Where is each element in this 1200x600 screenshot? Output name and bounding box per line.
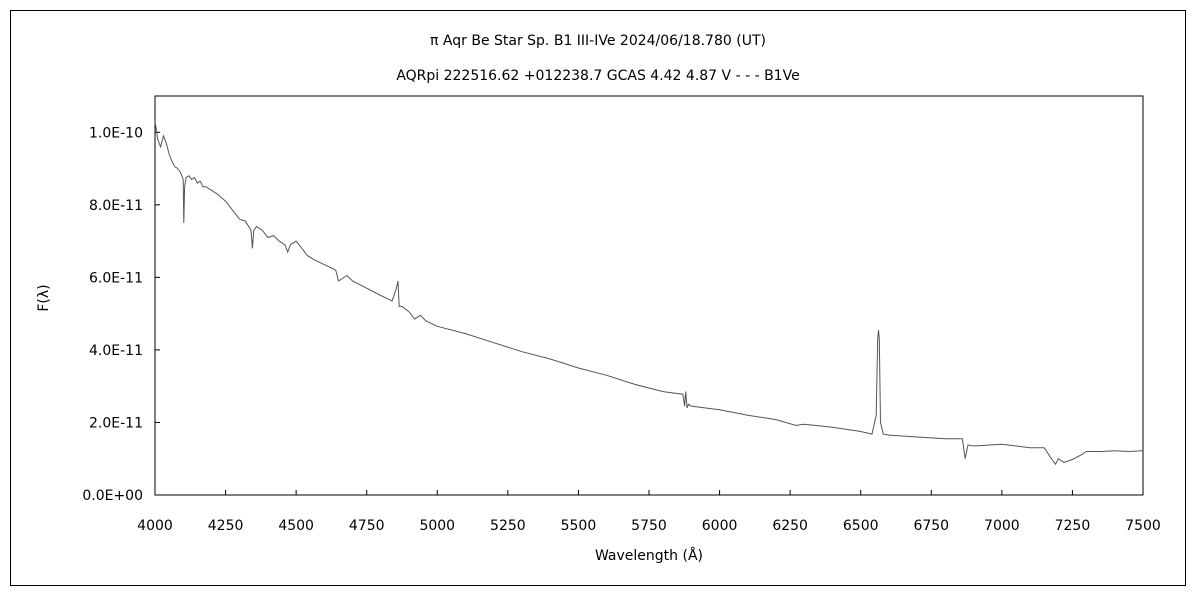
y-tick-label: 0.0E+00 [82,488,143,504]
y-tick-label: 2.0E-11 [89,415,143,431]
x-tick-label: 4250 [208,518,244,534]
x-tick-label: 5750 [631,518,667,534]
x-tick-label: 6000 [702,518,738,534]
x-tick-label: 6250 [772,518,808,534]
y-tick-label: 6.0E-11 [89,270,143,286]
chart-frame [10,10,1186,586]
y-tick-label: 1.0E-10 [89,125,143,141]
x-tick-label: 4000 [137,518,173,534]
y-tick-label: 8.0E-11 [89,198,143,214]
chart-title: π Aqr Be Star Sp. B1 III-IVe 2024/06/18.… [430,33,766,49]
x-tick-label: 7000 [984,518,1020,534]
x-tick-label: 5000 [419,518,455,534]
y-axis-title: F(λ) [36,284,52,311]
x-tick-label: 5500 [561,518,597,534]
x-axis-title: Wavelength (Å) [595,547,703,564]
x-tick-label: 4750 [349,518,385,534]
x-tick-label: 6750 [913,518,949,534]
x-tick-label: 7250 [1055,518,1091,534]
plot-area [154,95,1144,496]
x-tick-label: 5250 [490,518,526,534]
y-axis: 0.0E+00 2.0E-11 4.0E-11 6.0E-11 8.0E-11 1.0E-… [82,125,160,504]
x-tick-label: 4500 [278,518,314,534]
x-axis: 4000 4250 4500 4750 5000 5250 5500 5750 6000 6250… [137,490,1161,534]
y-tick-label: 4.0E-11 [89,343,143,359]
chart-subtitle: AQRpi 222516.62 +012238.7 GCAS 4.42 4.87… [396,68,799,84]
x-tick-label: 7500 [1125,518,1161,534]
spectrum-line [154,121,1144,466]
x-tick-label: 6500 [843,518,879,534]
